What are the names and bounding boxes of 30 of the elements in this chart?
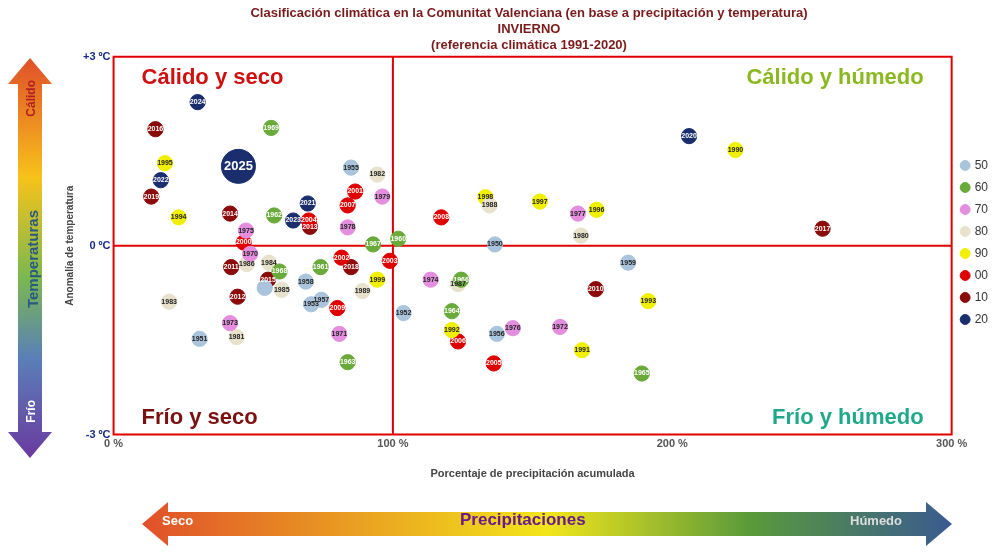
x-tick-label: 0 % [104, 437, 124, 450]
text: Frío [24, 400, 38, 423]
legend-label: 10 [974, 289, 989, 304]
x-tick-label: 300 % [936, 437, 968, 450]
text: Cálido [24, 80, 38, 117]
annotation: Cálido y húmedo [746, 63, 924, 89]
x-tick-label: 100 % [377, 437, 409, 450]
chart-title: Clasificación climática en la Comunitat Valenciana (en base a precipitación y temperatura) [250, 5, 808, 21]
x-axis-title: Porcentaje de precipitación acumulada [430, 467, 636, 480]
text: Temperaturas [24, 210, 41, 309]
legend-label: 50 [974, 157, 989, 172]
legend-label: 20 [974, 311, 989, 326]
chart-subtitle: INVIERNO (referencia climática 1991-2020) [431, 20, 627, 52]
text: Húmedo [850, 513, 902, 528]
y-tick-label: 0 ºC [89, 238, 111, 251]
annotation: Frío y húmedo [772, 403, 924, 429]
text: Seco [162, 513, 194, 528]
x-tick-label: 200 % [656, 437, 689, 450]
y-tick-label: +3 ºC [83, 49, 111, 62]
legend-label: 70 [974, 201, 989, 216]
legend-label: 60 [974, 179, 989, 194]
legend-label: 80 [974, 223, 989, 238]
annotation: Cálido y seco [141, 63, 284, 89]
y-axis-title: Anomalía de temperatura [63, 185, 75, 306]
text: Precipitaciones [460, 510, 586, 530]
legend-label: 00 [974, 267, 989, 282]
y-tick-label: -3 ºC [85, 427, 111, 440]
legend-label: 90 [974, 245, 989, 260]
annotation: Frío y seco [141, 403, 258, 429]
annotation: 2025 [223, 157, 253, 173]
